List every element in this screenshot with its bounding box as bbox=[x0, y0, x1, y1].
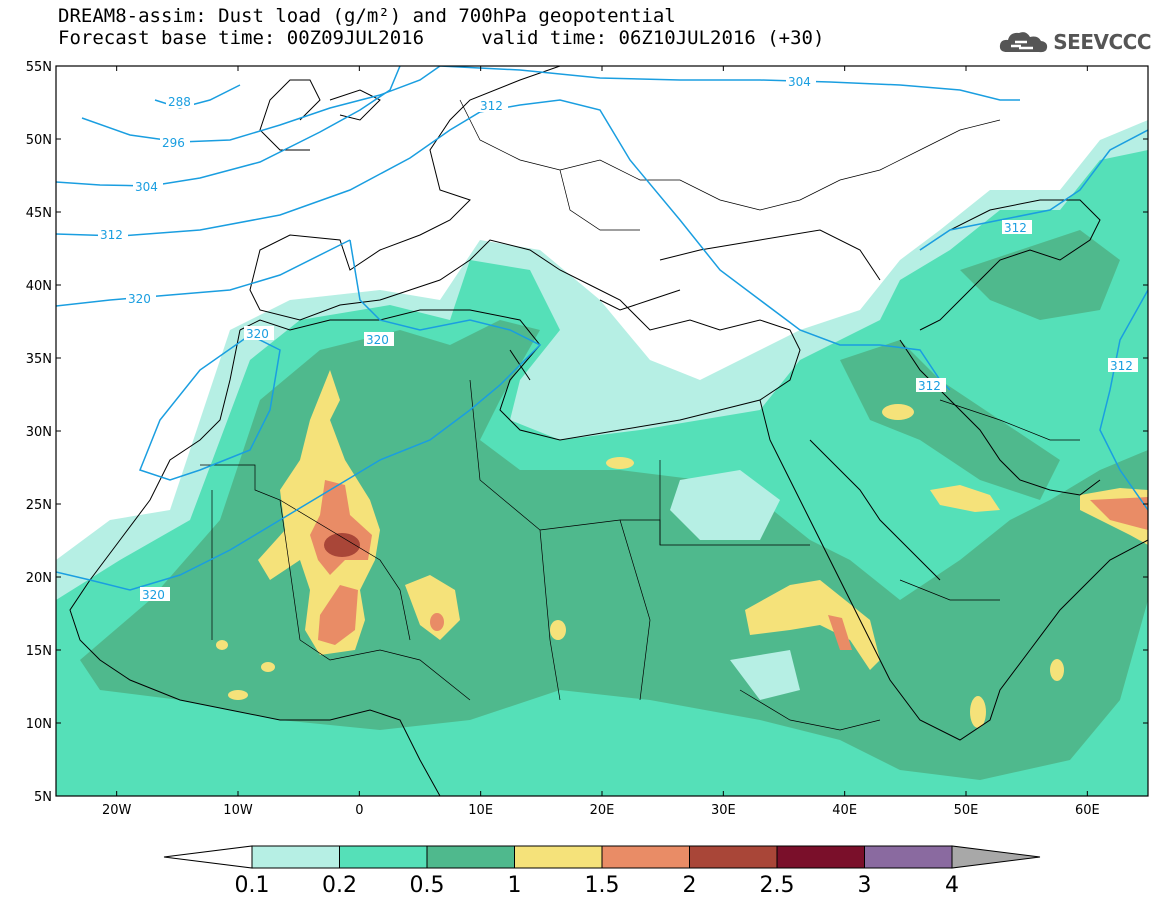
dust-region-red bbox=[324, 533, 360, 557]
lon-tick-label: 20E bbox=[590, 803, 615, 818]
latitude-axis: 55N 50N 45N 40N 35N 30N 25N 20N 15N 10N 5N bbox=[26, 60, 1148, 805]
colorbar-swatch bbox=[426, 845, 515, 869]
colorbar-swatch bbox=[776, 845, 865, 869]
contour-labels: 288 296 304 312 320 320 320 320 304 312 … bbox=[98, 74, 1138, 602]
dust-region-orange bbox=[318, 585, 358, 645]
map-area bbox=[56, 66, 1148, 796]
contour-label: 320 bbox=[128, 292, 151, 306]
contour-label: 320 bbox=[142, 588, 165, 602]
colorbar-swatch bbox=[601, 845, 690, 869]
colorbar-swatch bbox=[689, 845, 778, 869]
dust-region-yellow bbox=[216, 640, 228, 650]
colorbar-label: 4 bbox=[945, 873, 959, 898]
dust-region-yellow bbox=[745, 580, 880, 670]
colorbar-label: 3 bbox=[858, 873, 872, 898]
dust-region-yellow bbox=[261, 662, 275, 672]
colorbar-label: 1.5 bbox=[585, 873, 620, 898]
lat-tick-label: 30N bbox=[26, 425, 52, 440]
contour-label: 312 bbox=[100, 228, 123, 242]
contour-label: 320 bbox=[246, 327, 269, 341]
lon-tick-label: 60E bbox=[1075, 803, 1100, 818]
colorbar-label: 0.2 bbox=[322, 873, 357, 898]
dust-region-dark bbox=[840, 340, 1060, 500]
lon-tick-label: 10E bbox=[468, 803, 493, 818]
dust-region-orange bbox=[828, 615, 852, 650]
coastlines bbox=[69, 66, 1148, 796]
colorbar-label: 2.5 bbox=[760, 873, 795, 898]
contour-label: 288 bbox=[168, 95, 191, 109]
dust-region-orange bbox=[430, 613, 444, 631]
colorbar-swatch bbox=[864, 845, 953, 869]
lat-tick-label: 35N bbox=[26, 352, 52, 367]
colorbar-swatch bbox=[251, 845, 340, 869]
dust-region-orange bbox=[1090, 497, 1148, 530]
dust-region-dark bbox=[80, 320, 1148, 780]
colorbar-label: 0.1 bbox=[235, 873, 270, 898]
lat-tick-label: 25N bbox=[26, 498, 52, 513]
dust-region-dark bbox=[960, 230, 1120, 320]
lat-tick-label: 50N bbox=[26, 133, 52, 148]
contour-label: 320 bbox=[366, 333, 389, 347]
colorbar-under-arrow bbox=[163, 845, 253, 869]
lon-tick-label: 20W bbox=[102, 803, 132, 818]
contour-label: 304 bbox=[135, 180, 158, 194]
logo: SEEVCCC bbox=[997, 28, 1151, 56]
colorbar-label: 1 bbox=[508, 873, 522, 898]
dust-region-yellow bbox=[550, 620, 566, 640]
dust-region-yellow bbox=[606, 457, 634, 469]
colorbar-label: 0.5 bbox=[410, 873, 445, 898]
lat-tick-label: 55N bbox=[26, 60, 52, 75]
longitude-axis: 20W 10W 0 10E 20E 30E 40E 50E 60E bbox=[102, 66, 1100, 818]
country-borders bbox=[200, 99, 1080, 731]
colorbar-label: 2 bbox=[683, 873, 697, 898]
dust-region-light bbox=[670, 470, 780, 540]
contour-label: 304 bbox=[788, 75, 811, 89]
colorbar-swatch bbox=[339, 845, 428, 869]
cloud-icon bbox=[1000, 32, 1048, 53]
lat-tick-label: 10N bbox=[26, 717, 52, 732]
colorbar: 0.1 0.2 0.5 1 1.5 2 2.5 3 4 bbox=[163, 845, 1041, 898]
colorbar-over-arrow bbox=[951, 845, 1041, 869]
lat-tick-label: 20N bbox=[26, 571, 52, 586]
contour-label: 312 bbox=[480, 99, 503, 113]
dust-region-light bbox=[730, 650, 800, 700]
lat-tick-label: 45N bbox=[26, 206, 52, 221]
dust-region-yellow bbox=[228, 690, 248, 700]
dust-region-yellow bbox=[882, 404, 914, 420]
lat-tick-label: 15N bbox=[26, 644, 52, 659]
dust-region-yellow bbox=[970, 696, 986, 728]
dust-region-yellow bbox=[405, 575, 460, 640]
lon-tick-label: 30E bbox=[711, 803, 736, 818]
lon-tick-label: 0 bbox=[355, 803, 363, 818]
dust-region-yellow bbox=[930, 485, 1000, 512]
lon-tick-label: 40E bbox=[832, 803, 857, 818]
contour-label: 312 bbox=[1110, 359, 1133, 373]
lon-tick-label: 50E bbox=[954, 803, 979, 818]
lon-tick-label: 10W bbox=[223, 803, 253, 818]
map-subtitle: Forecast base time: 00Z09JUL2016 valid t… bbox=[58, 27, 825, 49]
contour-label: 296 bbox=[162, 136, 185, 150]
contour-label: 312 bbox=[918, 379, 941, 393]
dust-region-yellow bbox=[258, 370, 380, 655]
colorbar-swatch bbox=[514, 845, 603, 869]
dust-region-yellow bbox=[1050, 659, 1064, 681]
map-title: DREAM8-assim: Dust load (g/m²) and 700hP… bbox=[58, 5, 676, 27]
lat-tick-label: 5N bbox=[34, 790, 52, 805]
contour-label: 312 bbox=[1004, 221, 1027, 235]
lat-tick-label: 40N bbox=[26, 279, 52, 294]
logo-text: SEEVCCC bbox=[1053, 30, 1151, 54]
